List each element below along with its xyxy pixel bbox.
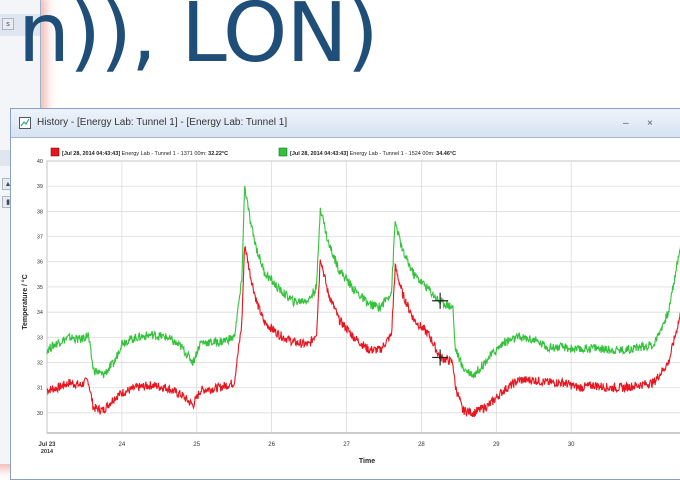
chart-grid (46, 160, 680, 433)
y-axis-ticks: 30 31 32 33 34 35 36 37 38 39 40 (37, 159, 43, 417)
chart-legend: [Jul 28, 2014 04:43:43] Energy Lab - Tun… (50, 147, 456, 157)
window-title: History - [Energy Lab: Tunnel 1] - [Ener… (37, 117, 288, 128)
y-tick-label: 40 (37, 159, 43, 165)
background-panel-button[interactable]: s (2, 18, 14, 30)
x-tick-label: 26 (268, 442, 275, 448)
series-line-red (46, 245, 680, 418)
window-titlebar[interactable]: History - [Energy Lab: Tunnel 1] - [Ener… (11, 109, 680, 138)
y-tick-label: 33 (37, 335, 43, 341)
slide-title: n)), LON) (18, 0, 379, 81)
y-tick-label: 38 (37, 209, 43, 215)
x-tick-label: 25 (193, 442, 200, 448)
y-tick-label: 35 (37, 285, 43, 291)
y-tick-label: 30 (37, 411, 43, 417)
y-tick-label: 36 (37, 260, 43, 266)
legend-entry-red: [Jul 28, 2014 04:43:43] Energy Lab - Tun… (62, 151, 228, 157)
x-tick-label: 28 (418, 442, 425, 448)
minimize-icon[interactable]: – (623, 118, 629, 129)
series-line-green (46, 185, 680, 380)
x-axis-label: Time (359, 458, 375, 465)
chart-series (46, 185, 680, 418)
chart-cursor[interactable] (432, 292, 449, 366)
x-tick-label: Jul 23 (38, 442, 56, 448)
x-tick-label: 29 (493, 442, 500, 448)
y-axis-label: Temperature / °C (21, 274, 29, 330)
x-tick-label: 24 (119, 442, 126, 448)
x-tick-label: 27 (343, 442, 350, 448)
y-tick-label: 34 (37, 310, 43, 316)
x-tick-sublabel: 2014 (41, 449, 54, 455)
y-tick-label: 32 (37, 360, 43, 366)
y-tick-label: 31 (37, 386, 43, 392)
background-panel-label: s (6, 20, 10, 28)
y-tick-label: 39 (37, 184, 43, 190)
x-tick-label: 30 (568, 442, 575, 448)
legend-swatch-green (278, 147, 288, 157)
legend-entry-green: [Jul 28, 2014 04:43:43] Energy Lab - Tun… (290, 151, 456, 157)
close-icon[interactable]: × (647, 118, 653, 129)
y-tick-label: 37 (37, 235, 43, 241)
legend-swatch-red (50, 147, 60, 157)
history-window: History - [Energy Lab: Tunnel 1] - [Ener… (10, 108, 680, 480)
history-app-icon (19, 117, 31, 129)
